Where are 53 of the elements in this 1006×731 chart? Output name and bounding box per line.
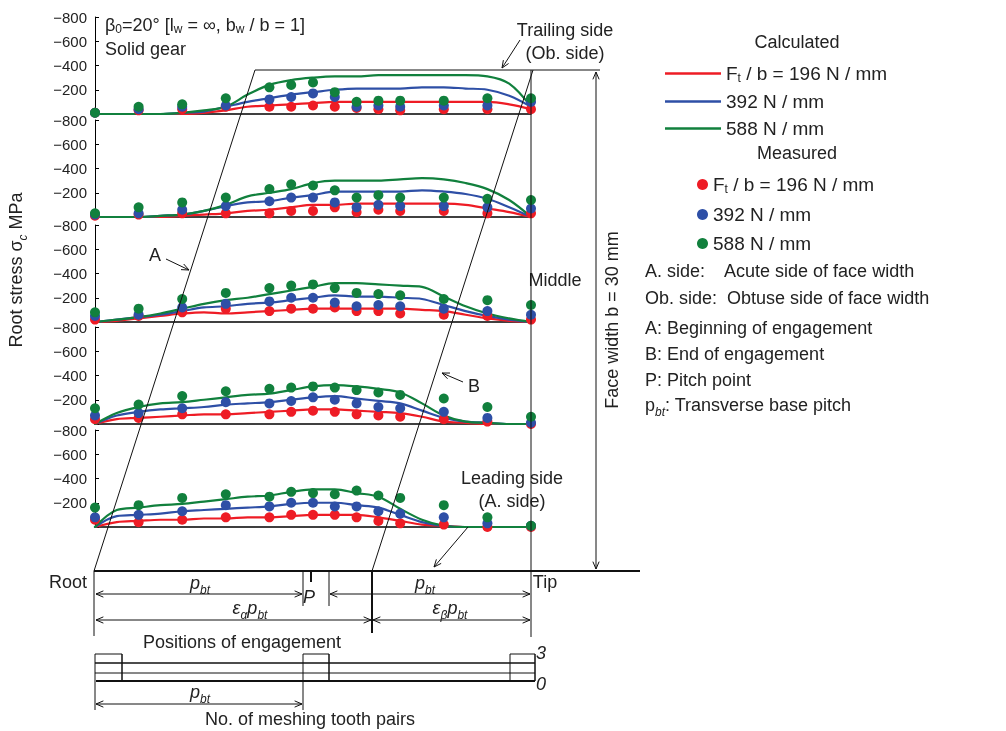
y-tick-label: −400 xyxy=(53,160,87,177)
legend-label: 392 N / mm xyxy=(713,204,812,225)
text: Face width b = 30 mm xyxy=(602,231,622,409)
y-tick-label: −200 xyxy=(53,289,87,307)
text: ε$_{α}$p$_{bt}$ xyxy=(232,598,268,622)
annotation: (A. side) xyxy=(478,491,546,511)
y-tick-label: −600 xyxy=(53,135,87,153)
legend-label: 588 N / mm xyxy=(713,233,812,254)
text: Calculated xyxy=(754,32,840,52)
y-tick-label: −600 xyxy=(53,240,87,258)
text: Root xyxy=(48,572,88,592)
y-tick-label: −800 xyxy=(53,8,87,26)
legend-label: 392 N / mm xyxy=(726,91,825,112)
annotation: B xyxy=(467,376,481,396)
y-tick-label: −800 xyxy=(53,111,87,129)
y-tick-label: −600 xyxy=(53,445,87,463)
text: P: Pitch point xyxy=(645,370,752,390)
legend-label: 588 N / mm xyxy=(726,118,825,139)
text: Positions of engagement xyxy=(142,632,342,652)
annotation: Middle xyxy=(528,270,582,290)
text: A. side: Acute side of face width xyxy=(645,261,915,281)
text: No. of meshing tooth pairs xyxy=(204,709,416,729)
annotation: Leading side xyxy=(460,468,564,488)
text: B: End of engagement xyxy=(645,344,825,364)
y-tick-label: −800 xyxy=(53,216,87,234)
y-tick-label: −400 xyxy=(53,367,87,384)
text: ε$_{β}$p$_{bt}$ xyxy=(432,598,468,622)
y-tick-label: −600 xyxy=(53,32,87,50)
text: p$_{bt}$: Transverse base pitch xyxy=(645,395,852,419)
annotation: (Ob. side) xyxy=(525,43,605,63)
y-tick-label: −200 xyxy=(53,81,87,99)
y-tick-label: −200 xyxy=(53,494,87,512)
text: p$_{bt}$ xyxy=(189,682,211,706)
text: p$_{bt}$ xyxy=(189,573,211,597)
text: 3 xyxy=(535,643,547,663)
text: Tip xyxy=(532,572,558,592)
annotation: Trailing side xyxy=(516,20,614,40)
text: P xyxy=(302,587,316,607)
y-tick-label: −400 xyxy=(53,470,87,487)
text: 0 xyxy=(535,674,547,694)
y-tick-label: −400 xyxy=(53,57,87,74)
y-tick-label: −600 xyxy=(53,342,87,360)
y-tick-label: −200 xyxy=(53,391,87,409)
y-tick-label: −800 xyxy=(53,421,87,439)
annotation: A xyxy=(148,245,162,265)
text: Ob. side: Obtuse side of face width xyxy=(645,288,930,308)
y-tick-label: −800 xyxy=(53,318,87,336)
y-tick-label: −400 xyxy=(53,265,87,282)
text: A: Beginning of engagement xyxy=(645,318,873,338)
text: Measured xyxy=(756,143,838,163)
text: Solid gear xyxy=(105,38,187,59)
text: p$_{bt}$ xyxy=(414,573,436,597)
y-tick-label: −200 xyxy=(53,184,87,202)
